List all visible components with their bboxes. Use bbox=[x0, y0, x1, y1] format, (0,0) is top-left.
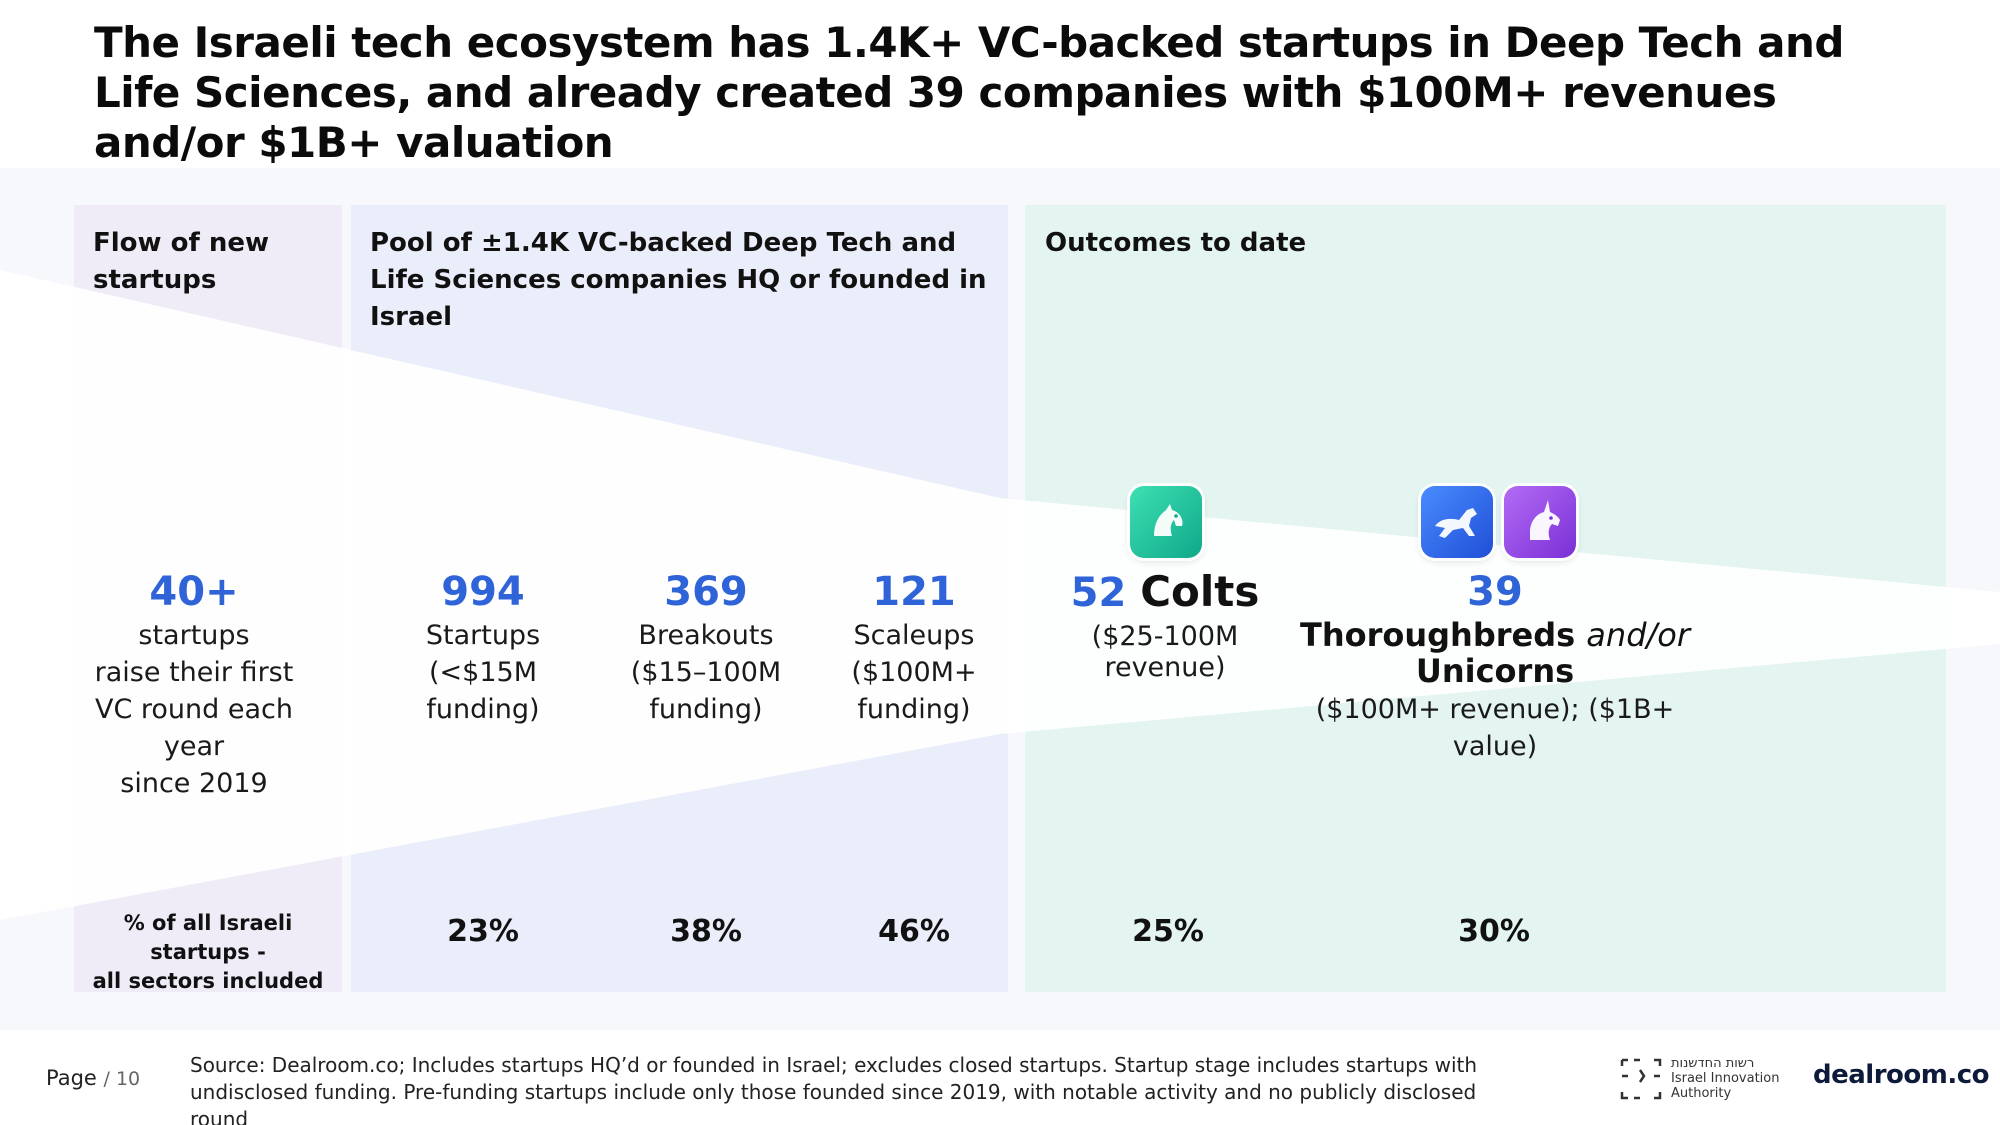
page-title: The Israeli tech ecosystem has 1.4K+ VC-… bbox=[94, 18, 1844, 167]
breakouts-column: 369 Breakouts ($15–100M funding) bbox=[616, 567, 796, 728]
outcomes-panel-title: Outcomes to date bbox=[1045, 228, 1307, 258]
flow-value: 40+ bbox=[149, 569, 239, 615]
thoroughbreds-label: Thoroughbreds bbox=[1299, 616, 1576, 654]
colts-revenue-1: ($25-100M bbox=[1091, 621, 1239, 652]
colts-revenue-2: revenue) bbox=[1104, 652, 1226, 683]
israel-innovation-authority-logo bbox=[1620, 1058, 1662, 1100]
page-label: Page bbox=[46, 1066, 97, 1090]
flow-column: 40+ startups raise their first VC round … bbox=[94, 567, 294, 802]
colts-label: Colts bbox=[1140, 567, 1260, 616]
flow-desc-3: VC round each bbox=[95, 694, 293, 725]
unicorn-icon bbox=[1504, 486, 1576, 558]
scaleups-funding-1: ($100M+ bbox=[851, 657, 977, 688]
flow-desc-1: startups bbox=[138, 620, 250, 651]
iia-hebrew: רשות החדשנות bbox=[1671, 1056, 1755, 1071]
thoroughbreds-percentage: 30% bbox=[1458, 914, 1530, 949]
iia-line1: Israel Innovation bbox=[1671, 1071, 1780, 1086]
page-number: / 10 bbox=[103, 1068, 141, 1090]
thoroughbred-horse-icon bbox=[1421, 486, 1493, 558]
flow-desc-4: year bbox=[163, 731, 225, 762]
colts-value: 52 bbox=[1070, 570, 1127, 616]
breakouts-funding-2: funding) bbox=[649, 694, 763, 725]
breakouts-label: Breakouts bbox=[638, 620, 774, 651]
and-or-label: and/or bbox=[1586, 616, 1691, 654]
startups-value: 994 bbox=[441, 569, 525, 615]
flow-desc-5: since 2019 bbox=[120, 768, 268, 799]
unicorns-label: Unicorns bbox=[1415, 652, 1575, 690]
source-note: Source: Dealroom.co; Includes startups H… bbox=[190, 1053, 1478, 1125]
breakouts-percentage: 38% bbox=[670, 914, 742, 949]
flow-desc-2: raise their first bbox=[94, 657, 294, 688]
thoroughbreds-value: 39 bbox=[1467, 569, 1523, 615]
thoroughbreds-criteria: ($100M+ revenue); ($1B+ value) bbox=[1315, 694, 1675, 762]
colts-percentage: 25% bbox=[1132, 914, 1204, 949]
pool-panel-title: Pool of ±1.4K VC-backed Deep Tech and Li… bbox=[370, 228, 987, 332]
scaleups-column: 121 Scaleups ($100M+ funding) bbox=[824, 567, 1004, 728]
percentage-label-line1: % of all Israeli startups - bbox=[123, 911, 293, 964]
startups-label: Startups bbox=[425, 620, 541, 651]
iia-line2: Authority bbox=[1671, 1086, 1732, 1101]
colt-icon bbox=[1130, 486, 1202, 558]
page-indicator: Page / 10 bbox=[46, 1066, 140, 1090]
thoroughbreds-column: 39 Thoroughbreds and/or Unicorns ($100M+… bbox=[1280, 567, 1710, 765]
percentage-label-line2: all sectors included bbox=[92, 969, 324, 993]
breakouts-value: 369 bbox=[664, 569, 748, 615]
flow-panel-title: Flow of new startups bbox=[93, 228, 269, 295]
iia-text: רשות החדשנות Israel Innovation Authority bbox=[1671, 1056, 1780, 1101]
funnel-shape bbox=[0, 270, 2000, 920]
percentage-row-label: % of all Israeli startups - all sectors … bbox=[74, 909, 342, 996]
startups-funding: (<$15M funding) bbox=[426, 657, 540, 725]
scaleups-percentage: 46% bbox=[878, 914, 950, 949]
scaleups-value: 121 bbox=[872, 569, 956, 615]
dealroom-logo: dealroom.co bbox=[1813, 1060, 1990, 1090]
colts-column: 52 Colts ($25-100M revenue) bbox=[1060, 567, 1270, 686]
scaleups-label: Scaleups bbox=[853, 620, 975, 651]
startups-percentage: 23% bbox=[447, 914, 519, 949]
scaleups-funding-2: funding) bbox=[857, 694, 971, 725]
startups-column: 994 Startups (<$15M funding) bbox=[372, 567, 594, 728]
breakouts-funding-1: ($15–100M bbox=[630, 657, 782, 688]
